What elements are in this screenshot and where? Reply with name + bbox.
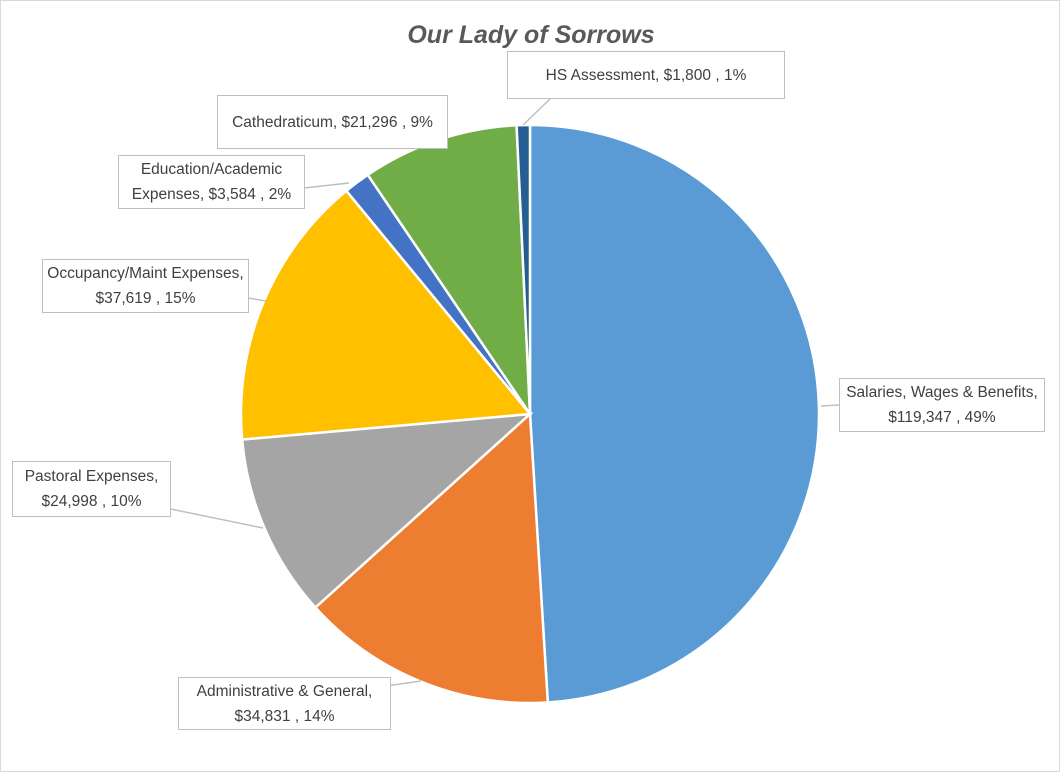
- data-label: Education/Academic Expenses, $3,584 , 2%: [118, 155, 305, 209]
- chart-title: Our Lady of Sorrows: [407, 21, 655, 49]
- leader-line: [247, 297, 267, 302]
- leader-line: [820, 404, 840, 407]
- data-label: Administrative & General, $34,831 , 14%: [178, 677, 391, 730]
- data-label: HS Assessment, $1,800 , 1%: [507, 51, 785, 99]
- data-label: Pastoral Expenses, $24,998 , 10%: [12, 461, 171, 517]
- pie-slice-salaries-wages-benefits: [528, 123, 821, 704]
- pie-slice-pastoral-expenses: [240, 412, 534, 610]
- pie-slice-occupancy-maint-expenses: [239, 189, 533, 441]
- data-label: Occupancy/Maint Expenses, $37,619 , 15%: [42, 259, 249, 313]
- data-label: Cathedraticum, $21,296 , 9%: [217, 95, 448, 149]
- leader-line: [522, 97, 552, 126]
- leader-line: [160, 506, 264, 529]
- data-label: Salaries, Wages & Benefits, $119,347 , 4…: [839, 378, 1045, 432]
- leader-line: [303, 182, 350, 189]
